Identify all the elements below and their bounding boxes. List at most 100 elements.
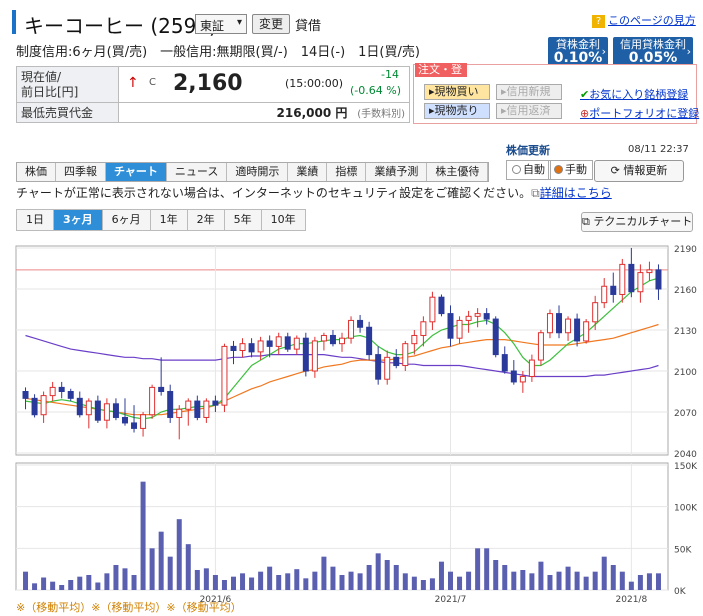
favorite-link[interactable]: ✔お気に入り銘柄登録: [580, 86, 688, 102]
tab-shikiho[interactable]: 四季報: [56, 163, 106, 181]
candle-body: [149, 386, 156, 416]
period-1d[interactable]: 1日: [16, 209, 54, 231]
price-cell: ↑ C 2,160 (15:00:00) -14 (-0.64 %): [118, 66, 410, 103]
current-price: 2,160: [173, 71, 243, 96]
volume-bar: [475, 548, 481, 590]
candle-body: [203, 400, 210, 418]
period-6m[interactable]: 6ヶ月: [102, 209, 151, 231]
notice-text: チャートが正常に表示されない場合は、インターネットのセキュリティ設定をご確認くだ…: [16, 186, 532, 200]
candle-body: [501, 354, 508, 372]
volume-bar: [484, 548, 490, 590]
help-icon: ?: [592, 15, 605, 28]
credit-repay-button[interactable]: ▸信用返済: [496, 103, 562, 119]
volume-bar: [321, 556, 327, 590]
buy-button[interactable]: ▸現物買い: [424, 84, 490, 100]
tab-indicators[interactable]: 指標: [327, 163, 367, 181]
price-label-line2: 前日比[円]: [21, 84, 79, 99]
lending-rate-button[interactable]: 貸株金利 0.10% ›: [548, 37, 608, 67]
volume-bar: [285, 573, 291, 590]
radio-icon: [512, 165, 521, 174]
period-2y[interactable]: 2年: [187, 209, 225, 231]
credit-new-button[interactable]: ▸信用新規: [496, 84, 562, 100]
y-tick-label: 2130: [674, 327, 697, 337]
favorite-link-label: お気に入り銘柄登録: [589, 88, 689, 101]
credit-lending-rate-button[interactable]: 信用貸株金利 0.05% ›: [613, 37, 693, 67]
candle-body: [275, 336, 282, 347]
credit-info: 制度信用:6ヶ月(買/売) 一般信用:無期限(買/-) 14日(-) 1日(買/…: [16, 45, 420, 60]
candle-body: [429, 296, 436, 323]
candle-body: [465, 315, 472, 321]
candle-body: [221, 345, 228, 406]
tab-disclosure[interactable]: 適時開示: [227, 163, 289, 181]
volume-bar: [438, 561, 444, 590]
period-10y[interactable]: 10年: [261, 209, 306, 231]
tab-price[interactable]: 株価: [17, 163, 56, 181]
tab-chart[interactable]: チャート: [106, 163, 167, 181]
volume-bar: [212, 575, 218, 590]
candle-body: [311, 340, 318, 372]
sell-button[interactable]: ▸現物売り: [424, 103, 490, 119]
candle-body: [655, 269, 662, 290]
tab-earnings[interactable]: 業績: [288, 163, 328, 181]
sell-button-label: 現物売り: [434, 104, 479, 117]
credit-lending-rate-value: 0.05%: [628, 50, 678, 66]
technical-chart-button[interactable]: ⧉ テクニカルチャート: [581, 212, 693, 232]
candle-body: [384, 356, 391, 380]
volume-bar: [420, 580, 426, 590]
volume-bar: [393, 565, 399, 590]
period-5y[interactable]: 5年: [224, 209, 262, 231]
credit-repay-label: 信用返済: [506, 104, 551, 117]
portfolio-link-label: ポートフォリオに登録: [589, 107, 700, 120]
period-3m[interactable]: 3ヶ月: [54, 209, 103, 231]
help-link[interactable]: ? このページの見方: [592, 12, 696, 28]
candle-body: [194, 400, 201, 418]
volume-bar: [547, 575, 553, 590]
candle-body: [257, 340, 264, 353]
price-change-pct: (-0.64 %): [350, 84, 401, 97]
candle-body: [456, 319, 463, 339]
volume-bar: [77, 576, 83, 590]
volume-bar: [50, 581, 56, 590]
volume-bar: [140, 481, 146, 590]
candle-body: [528, 359, 535, 377]
volume-bar: [429, 578, 435, 590]
volume-bar: [122, 568, 128, 590]
candle-body: [76, 397, 83, 416]
volume-bar: [330, 566, 336, 590]
candle-body: [420, 321, 427, 336]
min-amount-cell: 216,000 円 (手数料別): [118, 102, 410, 123]
candle-body: [628, 263, 635, 293]
market-select[interactable]: 東証 ▾: [195, 14, 247, 34]
candle-body: [592, 302, 599, 323]
volume-bar: [230, 576, 236, 590]
market-select-value: 東証: [200, 19, 225, 33]
candle-body: [537, 332, 544, 361]
tab-forecast[interactable]: 業績予測: [366, 163, 428, 181]
candle-body: [474, 313, 481, 317]
tab-benefits[interactable]: 株主優待: [427, 163, 489, 181]
volume-bar: [592, 571, 598, 590]
volume-bar: [610, 565, 616, 590]
refresh-button[interactable]: ⟳ 情報更新: [594, 160, 684, 182]
ma-mid-line: [25, 323, 659, 416]
price-label-line1: 現在値/: [21, 69, 62, 84]
up-arrow-icon: ↑: [127, 75, 139, 91]
candle-body: [646, 269, 653, 274]
candle-body: [411, 334, 418, 345]
volume-bar: [113, 565, 119, 590]
candle-body: [483, 313, 490, 320]
y-tick-label: 2040: [674, 450, 697, 460]
auto-radio[interactable]: 自動: [506, 160, 551, 180]
candle-body: [230, 345, 237, 351]
change-button[interactable]: 変更: [252, 14, 290, 34]
tab-news[interactable]: ニュース: [166, 163, 228, 181]
period-1y[interactable]: 1年: [150, 209, 188, 231]
volume-bar: [384, 560, 390, 590]
manual-radio[interactable]: 手動: [548, 160, 593, 180]
portfolio-link[interactable]: ⊕ポートフォリオに登録: [580, 105, 699, 121]
candle-body: [320, 334, 327, 342]
details-link[interactable]: 詳細はこちら: [539, 186, 612, 200]
volume-bar: [176, 519, 182, 590]
volume-tick-label: 50K: [674, 545, 692, 555]
candle-body: [293, 337, 300, 350]
